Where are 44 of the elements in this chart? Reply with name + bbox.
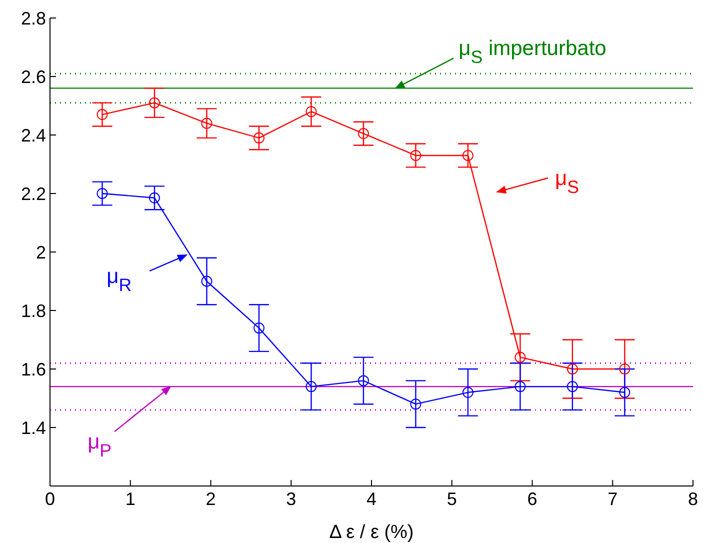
y-tick-label: 2.4 xyxy=(20,125,46,146)
point xyxy=(148,97,160,108)
point xyxy=(253,322,264,334)
y-tick-label: 2.6 xyxy=(20,66,46,87)
x-tick-label: 8 xyxy=(688,488,698,509)
y-tick-label: 1.4 xyxy=(20,418,46,438)
point xyxy=(306,106,317,118)
x-tick-label: 1 xyxy=(125,488,136,509)
point xyxy=(201,118,212,129)
y-tick-label: 1.6 xyxy=(20,359,46,380)
point xyxy=(566,364,578,374)
y-tick-label: 2.8 xyxy=(20,8,46,28)
y-tick-label: 2 xyxy=(36,242,46,262)
y-tick-label: 2.2 xyxy=(20,184,46,204)
point xyxy=(566,381,578,392)
annotation: μ$_{S}$ imperturbato xyxy=(458,37,606,68)
point xyxy=(306,381,317,392)
point xyxy=(619,386,630,398)
x-tick-label: 4 xyxy=(366,488,377,509)
point xyxy=(358,375,369,386)
x-axis-title: Δ ε / ε (%) xyxy=(329,522,414,543)
point xyxy=(619,364,630,374)
point xyxy=(253,132,264,144)
point xyxy=(514,352,526,363)
point xyxy=(462,150,474,161)
x-tick-label: 2 xyxy=(206,488,216,509)
point xyxy=(358,128,369,140)
point xyxy=(410,150,422,161)
point xyxy=(96,109,108,120)
y-tick-label: 1.8 xyxy=(20,300,46,321)
annotation: μ$_{S}$ xyxy=(555,167,580,198)
annotation: μ$_{R}$ xyxy=(106,264,132,296)
x-tick-label: 7 xyxy=(608,488,618,509)
annotation: μ$_{P}$ xyxy=(88,430,112,461)
point xyxy=(462,386,474,398)
point xyxy=(96,188,108,199)
x-tick-label: 6 xyxy=(527,488,538,509)
x-tick-label: 5 xyxy=(446,488,457,509)
point xyxy=(201,276,212,287)
point xyxy=(514,381,526,392)
x-tick-label: 3 xyxy=(286,488,296,509)
point xyxy=(410,398,422,410)
x-tick-label: 0 xyxy=(44,488,56,509)
point xyxy=(148,192,160,204)
